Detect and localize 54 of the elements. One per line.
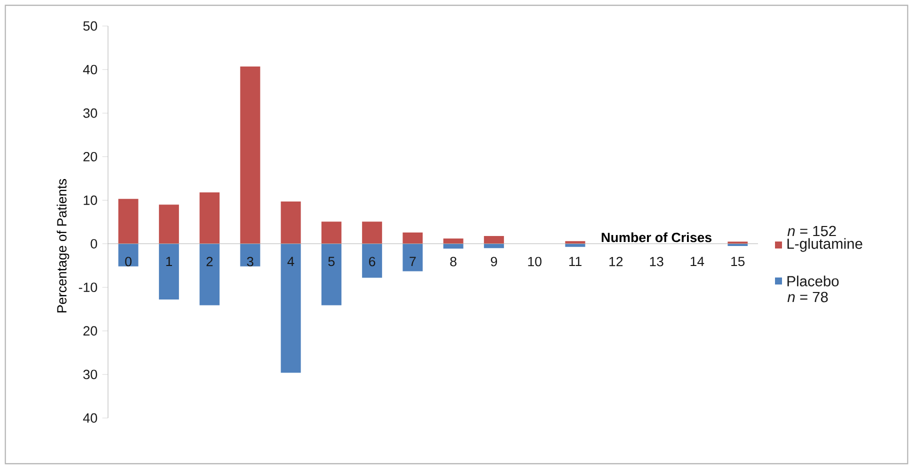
y-tick-label: 30	[83, 370, 98, 380]
x-tick-label: 11	[569, 256, 582, 266]
bar	[158, 244, 179, 300]
bar	[443, 244, 464, 249]
x-tick-label: 13	[650, 256, 664, 266]
y-tick-label: 40	[83, 64, 98, 74]
legend-label: L-glutamine	[787, 238, 862, 252]
y-tick-label: -10	[78, 282, 98, 292]
bar	[402, 244, 423, 272]
y-tick-label: 40	[83, 413, 98, 423]
bar	[362, 244, 382, 278]
bar	[158, 204, 179, 244]
x-tick-label: 6	[369, 256, 376, 266]
bar	[565, 241, 586, 244]
bar	[362, 222, 382, 244]
y-tick-label: 20	[83, 152, 98, 162]
x-tick-label: 0	[125, 256, 132, 266]
y-tick-label: 0	[90, 239, 98, 248]
legend-label: Placebo	[787, 276, 839, 286]
x-tick-label: 9	[490, 256, 498, 266]
x-tick-label: 1	[166, 256, 172, 266]
bar	[200, 192, 220, 244]
bar	[321, 244, 342, 306]
bar	[118, 244, 138, 266]
x-tick-label: 14	[690, 256, 704, 266]
bar	[565, 244, 586, 247]
x-tick-label: 8	[450, 256, 456, 266]
text: n = 78	[788, 292, 828, 302]
bar	[443, 238, 464, 244]
x-tick-label: 7	[410, 256, 416, 266]
x-tick-label: 5	[328, 256, 335, 266]
x-tick-label: 3	[246, 256, 254, 266]
bar	[240, 66, 260, 244]
x-tick-label: 4	[287, 256, 294, 266]
bar	[200, 244, 220, 306]
bar	[484, 244, 504, 248]
x-tick-label: 2	[206, 256, 213, 266]
y-tick-label: 50	[83, 21, 98, 31]
x-tick-label: 15	[731, 256, 745, 266]
y-tick-label: 30	[83, 108, 98, 118]
y-tick-label: 10	[84, 196, 98, 205]
bar	[280, 202, 301, 244]
x-tick-label: 12	[609, 256, 623, 266]
x-axis-title: Number of Crises	[602, 232, 712, 242]
bar	[321, 222, 342, 244]
bar	[484, 236, 504, 244]
bar	[280, 244, 301, 373]
bar	[118, 198, 138, 244]
bar	[240, 244, 260, 266]
y-axis-title: Percentage of Patients	[56, 179, 70, 312]
y-tick-label: 20	[83, 326, 98, 336]
text: n = 152	[788, 226, 836, 236]
bar	[402, 232, 423, 244]
x-tick-label: 10	[528, 256, 542, 266]
